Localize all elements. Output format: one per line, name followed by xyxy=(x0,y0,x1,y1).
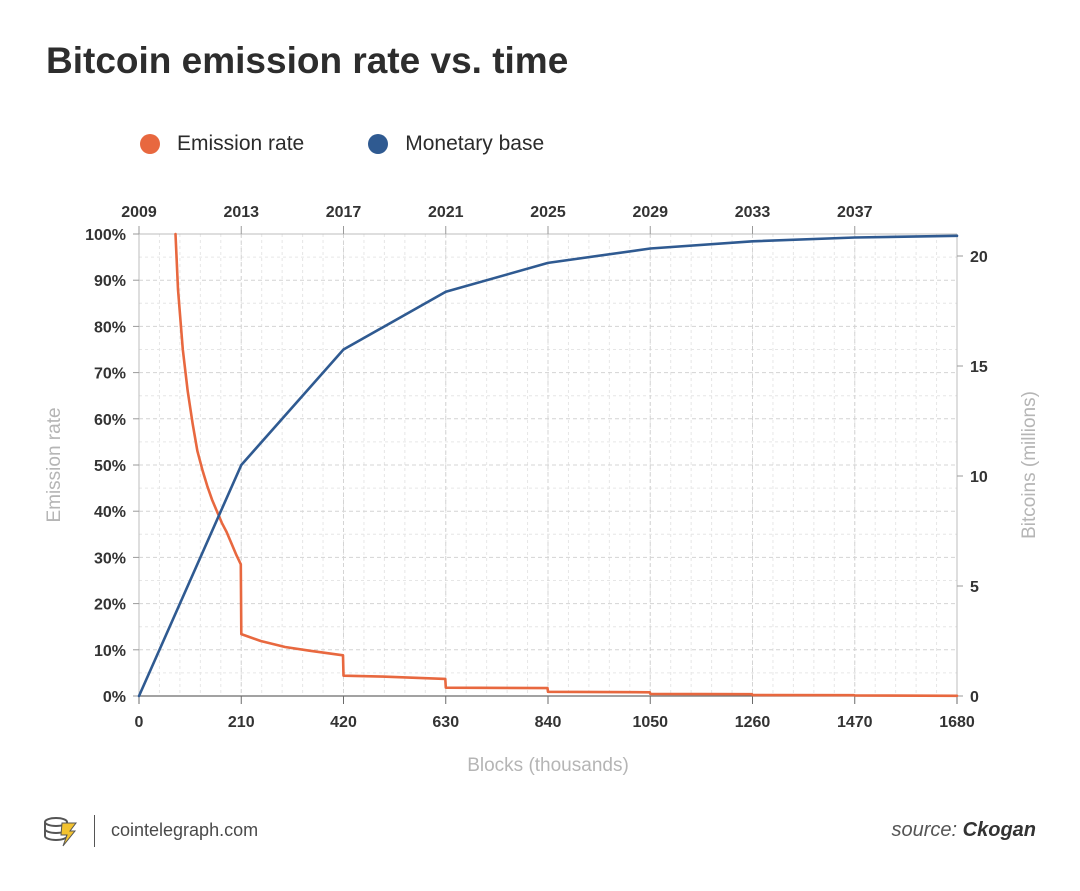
footer-source-prefix: source: xyxy=(891,819,963,841)
footer-site[interactable]: cointelegraph.com xyxy=(111,820,259,840)
footer-source-name: Ckogan xyxy=(962,819,1036,841)
y-left-tick-label: 30% xyxy=(94,550,126,567)
legend-item-emission-rate[interactable]: Emission rate xyxy=(140,132,304,156)
legend-label-monetary-base: Monetary base xyxy=(405,132,545,155)
y-left-tick-label: 90% xyxy=(94,273,126,290)
top-year-label: 2017 xyxy=(326,204,362,221)
y-left-tick-label: 100% xyxy=(85,227,126,244)
y-right-tick-label: 10 xyxy=(970,469,988,486)
series-layer xyxy=(137,232,959,698)
legend-swatch-emission-rate xyxy=(140,134,160,154)
y-right-tick-label: 15 xyxy=(970,359,988,376)
y-left-tick-label: 20% xyxy=(94,597,126,614)
x-axis-title: Blocks (thousands) xyxy=(467,755,629,776)
footer-separator xyxy=(94,815,95,847)
legend-label-emission-rate: Emission rate xyxy=(177,132,305,155)
x-tick-label: 1470 xyxy=(837,714,873,731)
y-left-tick-label: 10% xyxy=(94,643,126,660)
x-tick-label: 1680 xyxy=(939,714,975,731)
series-line-emission-rate xyxy=(174,232,959,698)
legend: Emission rate Monetary base xyxy=(140,132,544,156)
y-right-tick-label: 5 xyxy=(970,579,979,596)
axes xyxy=(133,226,963,704)
top-year-label: 2013 xyxy=(223,204,259,221)
x-tick-label: 1050 xyxy=(632,714,668,731)
y-right-tick-label: 0 xyxy=(970,689,979,706)
x-tick-label: 0 xyxy=(135,714,144,731)
legend-swatch-monetary-base xyxy=(368,134,389,154)
top-year-label: 2025 xyxy=(530,204,566,221)
x-tick-label: 1260 xyxy=(735,714,771,731)
y-right-tick-label: 20 xyxy=(970,249,988,266)
cointelegraph-logo-icon xyxy=(44,817,77,847)
y-left-tick-label: 50% xyxy=(94,458,126,475)
y-left-tick-label: 80% xyxy=(94,319,126,336)
top-year-label: 2021 xyxy=(428,204,464,221)
y-left-tick-label: 60% xyxy=(94,412,126,429)
y-left-tick-label: 40% xyxy=(94,504,126,521)
top-year-label: 2029 xyxy=(632,204,668,221)
y-right-axis-title: Bitcoins (millions) xyxy=(1019,391,1040,539)
x-tick-label: 420 xyxy=(330,714,357,731)
y-left-axis-title: Emission rate xyxy=(44,407,65,522)
top-year-label: 2009 xyxy=(121,204,157,221)
x-tick-label: 210 xyxy=(228,714,255,731)
x-tick-label: 840 xyxy=(535,714,562,731)
top-year-label: 2033 xyxy=(735,204,771,221)
y-left-tick-label: 70% xyxy=(94,366,126,383)
legend-item-monetary-base[interactable]: Monetary base xyxy=(368,132,544,156)
top-year-label: 2037 xyxy=(837,204,873,221)
footer-source: source: Ckogan xyxy=(892,819,1037,842)
y-left-tick-label: 0% xyxy=(103,689,126,706)
x-tick-label: 630 xyxy=(432,714,459,731)
grid-major xyxy=(139,234,957,696)
page-title: Bitcoin emission rate vs. time xyxy=(46,40,569,81)
series-line-monetary-base xyxy=(137,234,959,698)
